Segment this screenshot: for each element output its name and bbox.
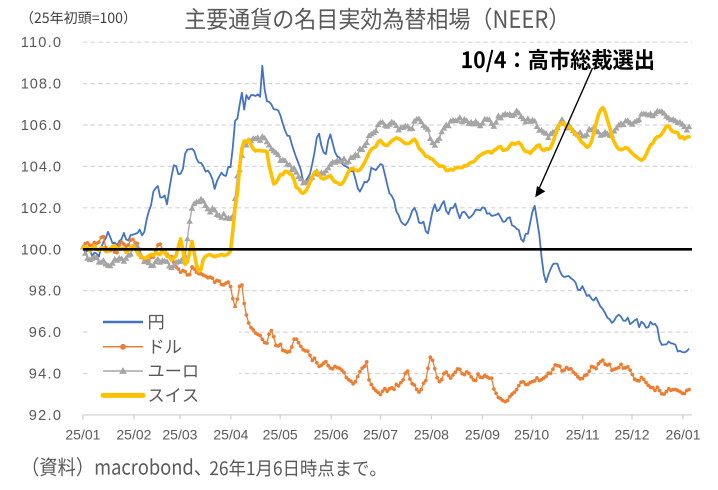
svg-text:25/09: 25/09: [465, 427, 500, 443]
svg-text:110.0: 110.0: [21, 35, 61, 51]
svg-text:94.0: 94.0: [29, 367, 61, 383]
svg-text:25/07: 25/07: [363, 427, 398, 443]
svg-text:25/01: 25/01: [65, 427, 100, 443]
svg-text:25/05: 25/05: [263, 427, 298, 443]
svg-text:106.0: 106.0: [21, 118, 61, 134]
svg-text:25/04: 25/04: [213, 427, 248, 443]
svg-text:25/03: 25/03: [162, 427, 197, 443]
svg-text:25/11: 25/11: [566, 427, 600, 443]
svg-text:25/06: 25/06: [314, 427, 349, 443]
svg-text:26/01: 26/01: [665, 427, 700, 443]
svg-text:104.0: 104.0: [21, 159, 61, 175]
svg-text:102.0: 102.0: [21, 201, 61, 217]
svg-text:98.0: 98.0: [29, 284, 61, 300]
svg-text:25/08: 25/08: [414, 427, 449, 443]
svg-text:25/12: 25/12: [614, 427, 649, 443]
svg-text:96.0: 96.0: [29, 325, 61, 341]
svg-text:25/10: 25/10: [514, 427, 549, 443]
svg-text:92.0: 92.0: [29, 408, 61, 424]
svg-text:108.0: 108.0: [21, 77, 61, 93]
svg-text:25/02: 25/02: [116, 427, 151, 443]
svg-text:100.0: 100.0: [21, 242, 61, 258]
